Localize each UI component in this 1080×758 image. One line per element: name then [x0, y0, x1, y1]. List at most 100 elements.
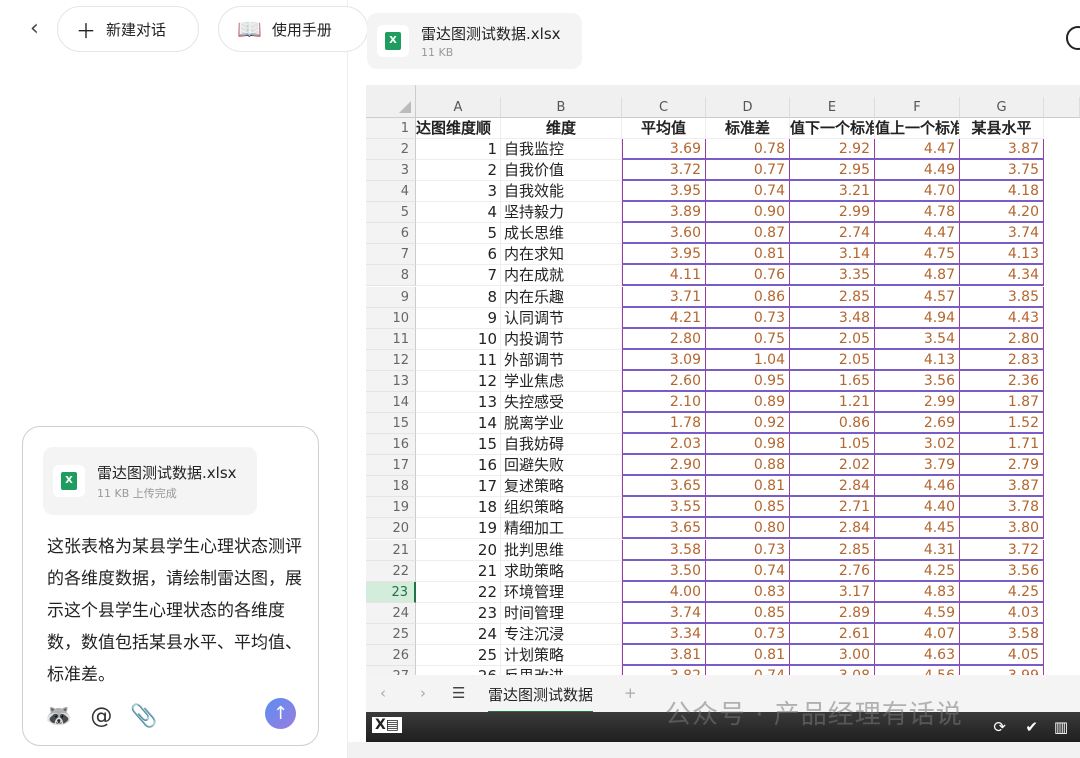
order-cell[interactable]: 12 — [416, 370, 501, 392]
value-cell[interactable]: 4.45 — [875, 518, 960, 540]
value-cell[interactable]: 3.02 — [875, 434, 960, 456]
manual-button[interactable]: 📖 使用手册 — [218, 6, 368, 52]
value-cell[interactable]: 4.11 — [622, 265, 706, 287]
back-chevron-icon[interactable]: ‹ — [30, 16, 39, 41]
value-cell[interactable]: 2.05 — [790, 349, 875, 371]
value-cell[interactable]: 3.87 — [960, 476, 1044, 498]
dimension-cell[interactable]: 精细加工 — [501, 518, 622, 540]
order-cell[interactable]: 25 — [416, 644, 501, 666]
header-cell[interactable]: 维度 — [501, 118, 622, 139]
order-cell[interactable]: 4 — [416, 202, 501, 224]
value-cell[interactable]: 3.80 — [960, 518, 1044, 540]
header-cell[interactable]: 标准差 — [706, 118, 790, 139]
order-cell[interactable]: 11 — [416, 349, 501, 371]
value-cell[interactable]: 2.84 — [790, 518, 875, 540]
order-cell[interactable]: 6 — [416, 244, 501, 266]
value-cell[interactable]: 3.95 — [622, 181, 706, 203]
value-cell[interactable]: 3.34 — [622, 623, 706, 645]
order-cell[interactable]: 5 — [416, 223, 501, 245]
order-cell[interactable]: 22 — [416, 581, 501, 603]
order-cell[interactable]: 23 — [416, 602, 501, 624]
value-cell[interactable]: 2.85 — [790, 286, 875, 308]
value-cell[interactable]: 0.90 — [706, 202, 790, 224]
value-cell[interactable]: 2.80 — [622, 328, 706, 350]
value-cell[interactable]: 0.73 — [706, 623, 790, 645]
value-cell[interactable]: 3.56 — [960, 560, 1044, 582]
value-cell[interactable]: 1.21 — [790, 391, 875, 413]
sidebar-icon[interactable]: ▥ — [1053, 718, 1068, 736]
dimension-cell[interactable]: 学业焦虑 — [501, 370, 622, 392]
row-header[interactable]: 9 — [366, 286, 416, 308]
value-cell[interactable]: 4.49 — [875, 160, 960, 182]
value-cell[interactable]: 3.09 — [622, 349, 706, 371]
dimension-cell[interactable]: 计划策略 — [501, 644, 622, 666]
value-cell[interactable]: 4.59 — [875, 602, 960, 624]
column-header-F[interactable]: F — [875, 97, 960, 118]
value-cell[interactable]: 0.81 — [706, 244, 790, 266]
value-cell[interactable]: 3.74 — [622, 602, 706, 624]
row-header[interactable]: 13 — [366, 370, 416, 392]
value-cell[interactable]: 3.08 — [790, 666, 875, 675]
value-cell[interactable]: 4.13 — [875, 349, 960, 371]
row-header[interactable]: 18 — [366, 476, 416, 498]
header-cell[interactable]: 平均值 — [622, 118, 706, 139]
value-cell[interactable]: 3.72 — [960, 539, 1044, 561]
value-cell[interactable]: 4.20 — [960, 202, 1044, 224]
row-header[interactable]: 16 — [366, 434, 416, 456]
value-cell[interactable]: 4.75 — [875, 244, 960, 266]
dimension-cell[interactable]: 内投调节 — [501, 328, 622, 350]
value-cell[interactable]: 4.25 — [960, 581, 1044, 603]
value-cell[interactable]: 2.05 — [790, 328, 875, 350]
order-cell[interactable]: 2 — [416, 160, 501, 182]
new-chat-button[interactable]: ＋ 新建对话 — [57, 6, 199, 52]
row-header[interactable]: 24 — [366, 602, 416, 624]
value-cell[interactable]: 1.52 — [960, 413, 1044, 435]
header-cell[interactable]: 值上一个标准 — [875, 118, 960, 139]
row-header[interactable]: 14 — [366, 391, 416, 413]
value-cell[interactable]: 4.34 — [960, 265, 1044, 287]
dimension-cell[interactable]: 内在成就 — [501, 265, 622, 287]
value-cell[interactable]: 3.74 — [960, 223, 1044, 245]
row-header[interactable]: 21 — [366, 539, 416, 561]
value-cell[interactable]: 4.94 — [875, 307, 960, 329]
value-cell[interactable]: 2.80 — [960, 328, 1044, 350]
column-header-E[interactable]: E — [790, 97, 875, 118]
value-cell[interactable]: 3.89 — [622, 202, 706, 224]
clipboard-check-icon[interactable]: ✔ — [1025, 718, 1038, 736]
header-cell[interactable]: 达图维度顺 — [416, 118, 501, 139]
value-cell[interactable]: 4.87 — [875, 265, 960, 287]
order-cell[interactable]: 3 — [416, 181, 501, 203]
value-cell[interactable]: 3.71 — [622, 286, 706, 308]
mention-icon[interactable]: @ — [90, 704, 113, 729]
order-cell[interactable]: 20 — [416, 539, 501, 561]
value-cell[interactable]: 1.65 — [790, 370, 875, 392]
value-cell[interactable]: 0.95 — [706, 370, 790, 392]
raccoon-agent-icon[interactable]: 🦝 — [45, 704, 73, 729]
column-header-extra[interactable] — [1044, 97, 1080, 118]
value-cell[interactable]: 4.70 — [875, 181, 960, 203]
row-header[interactable]: 23 — [366, 581, 416, 603]
value-cell[interactable]: 4.47 — [875, 223, 960, 245]
value-cell[interactable]: 2.95 — [790, 160, 875, 182]
dimension-cell[interactable]: 内在求知 — [501, 244, 622, 266]
value-cell[interactable]: 2.10 — [622, 391, 706, 413]
dimension-cell[interactable]: 时间管理 — [501, 602, 622, 624]
row-header[interactable]: 12 — [366, 349, 416, 371]
value-cell[interactable]: 0.92 — [706, 413, 790, 435]
value-cell[interactable]: 3.14 — [790, 244, 875, 266]
value-cell[interactable]: 0.73 — [706, 307, 790, 329]
attachment-card[interactable]: X 雷达图测试数据.xlsx 11 KB 上传完成 — [43, 447, 257, 515]
row-header[interactable]: 25 — [366, 623, 416, 645]
value-cell[interactable]: 4.25 — [875, 560, 960, 582]
value-cell[interactable]: 2.92 — [790, 139, 875, 160]
sheet-list-icon[interactable]: ☰ — [452, 684, 466, 702]
column-header-D[interactable]: D — [706, 97, 790, 118]
value-cell[interactable]: 4.13 — [960, 244, 1044, 266]
order-cell[interactable]: 7 — [416, 265, 501, 287]
value-cell[interactable]: 0.73 — [706, 539, 790, 561]
order-cell[interactable]: 1 — [416, 139, 501, 160]
value-cell[interactable]: 3.87 — [960, 139, 1044, 160]
value-cell[interactable]: 0.74 — [706, 666, 790, 675]
prev-sheet-icon[interactable]: ‹ — [380, 684, 386, 702]
value-cell[interactable]: 1.71 — [960, 434, 1044, 456]
